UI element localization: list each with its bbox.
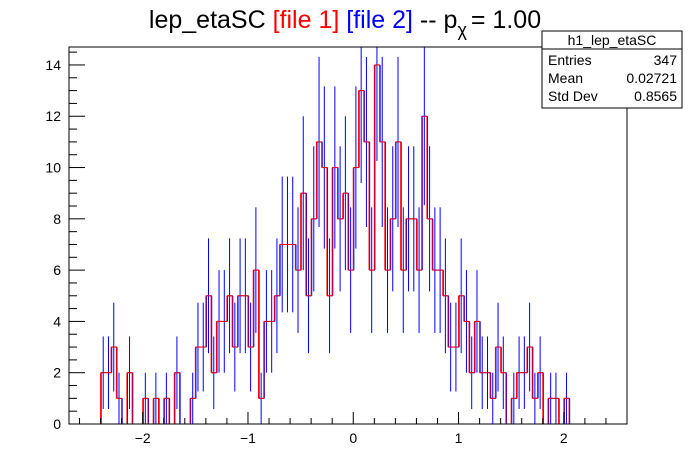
chart-title: lep_etaSC [file 1] [file 2] -- pχ = 1.00	[149, 6, 541, 40]
stats-box: h1_lep_etaSC Entries 347 Mean 0.02721 St…	[541, 30, 683, 109]
x-tick-label: 2	[560, 430, 568, 446]
y-tick-label: 12	[45, 108, 61, 124]
x-tick-label: −2	[135, 430, 151, 446]
stats-stddev-value: 0.8565	[634, 88, 677, 104]
stats-mean-label: Mean	[548, 70, 583, 86]
stats-entries-label: Entries	[548, 52, 592, 68]
x-tick-label: 0	[349, 430, 357, 446]
title-p: p	[444, 6, 458, 34]
title-file1: [file 1]	[273, 6, 340, 34]
series-file1	[100, 64, 570, 425]
y-tick-label: 14	[45, 57, 61, 73]
title-file2: [file 2]	[346, 6, 413, 34]
series-file2	[100, 47, 571, 425]
stats-stddev-label: Std Dev	[548, 88, 598, 104]
y-tick-label: 4	[53, 313, 61, 329]
x-tick-label: −1	[240, 430, 256, 446]
stats-box-title: h1_lep_etaSC	[568, 32, 657, 48]
title-main: lep_etaSC	[149, 6, 266, 34]
title-chi: χ	[457, 20, 467, 40]
y-tick-label: 8	[53, 211, 61, 227]
y-tick-label: 6	[53, 262, 61, 278]
x-tick-label: 1	[455, 430, 463, 446]
stats-box-frame	[541, 30, 683, 109]
y-axis: 0 2 4 6 8 10 12 14	[45, 51, 85, 432]
title-sep: --	[420, 6, 437, 34]
y-tick-label: 10	[45, 160, 61, 176]
y-tick-label: 2	[53, 365, 61, 381]
y-tick-label: 0	[53, 416, 61, 432]
plot-frame	[68, 46, 628, 425]
stats-mean-value: 0.02721	[626, 70, 677, 86]
title-value: = 1.00	[471, 6, 541, 34]
x-axis: −2 −1 0 1 2	[79, 412, 628, 446]
stats-entries-value: 347	[654, 52, 678, 68]
